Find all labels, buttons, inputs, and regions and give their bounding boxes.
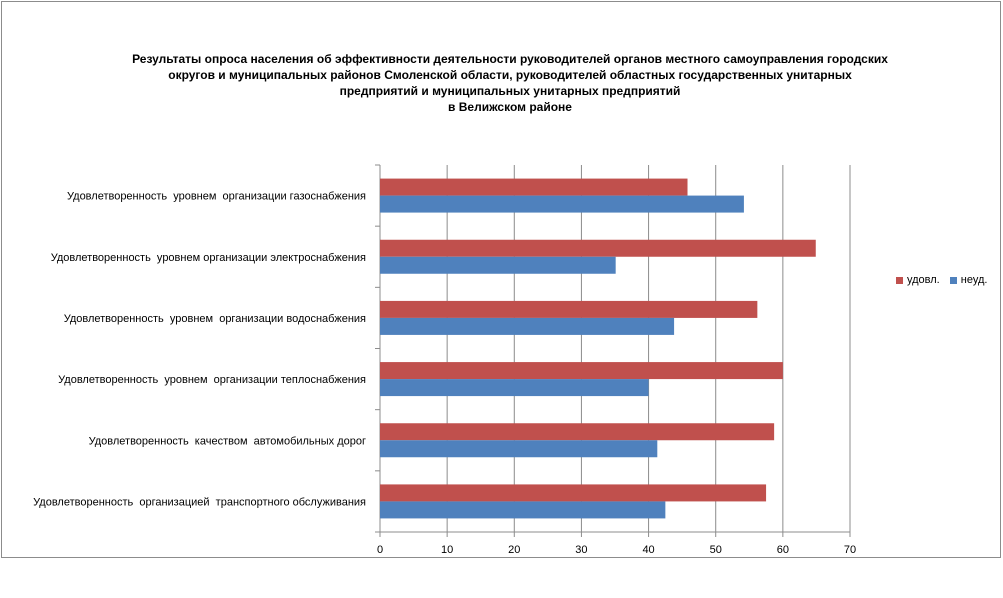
chart-title-line: в Велижском районе xyxy=(448,100,572,114)
category-label: Удовлетворенность качеством автомобильны… xyxy=(89,435,366,447)
bar-udovl xyxy=(380,300,758,318)
bar-neud xyxy=(380,317,675,335)
category-label: Удовлетворенность организацией транспорт… xyxy=(33,496,366,508)
chart-legend: удовл. неуд. xyxy=(896,274,997,286)
chart-frame xyxy=(1,1,1001,558)
chart-title: Результаты опроса населения об эффективн… xyxy=(100,51,920,115)
legend-swatch-neud xyxy=(949,276,957,284)
x-tick-label: 70 xyxy=(844,544,856,556)
legend-item-neud: неуд. xyxy=(949,274,988,286)
category-label: Удовлетворенность уровнем организации эл… xyxy=(51,252,366,264)
chart-title-line: предприятий и муниципальных унитарных пр… xyxy=(339,84,681,98)
legend-item-udovl: удовл. xyxy=(896,274,940,286)
bar-neud xyxy=(380,379,649,397)
category-label: Удовлетворенность уровнем организации во… xyxy=(64,313,366,325)
x-tick-label: 20 xyxy=(508,544,520,556)
bar-udovl xyxy=(380,239,816,257)
bar-udovl xyxy=(380,362,783,380)
category-label: Удовлетворенность уровнем организации га… xyxy=(67,191,366,203)
bar-udovl xyxy=(380,178,688,196)
bar-udovl xyxy=(380,484,767,502)
legend-swatch-udovl xyxy=(896,276,903,284)
bar-udovl xyxy=(380,423,775,441)
chart-title-line: Результаты опроса населения об эффективн… xyxy=(132,52,888,66)
category-label: Удовлетворенность уровнем организации те… xyxy=(58,374,366,386)
x-tick-label: 10 xyxy=(441,544,453,556)
bar-neud xyxy=(380,256,616,274)
x-tick-label: 0 xyxy=(377,544,383,556)
bar-neud xyxy=(380,501,666,519)
bar-neud xyxy=(380,440,658,458)
bar-neud xyxy=(380,195,744,213)
x-tick-label: 40 xyxy=(642,544,654,556)
x-tick-label: 50 xyxy=(710,544,722,556)
chart-title-line: округов и муниципальных районов Смоленск… xyxy=(168,68,852,82)
x-tick-label: 60 xyxy=(777,544,789,556)
x-tick-label: 30 xyxy=(575,544,587,556)
legend-label-udovl: удовл. xyxy=(907,274,940,286)
legend-label-neud: неуд. xyxy=(960,274,988,286)
